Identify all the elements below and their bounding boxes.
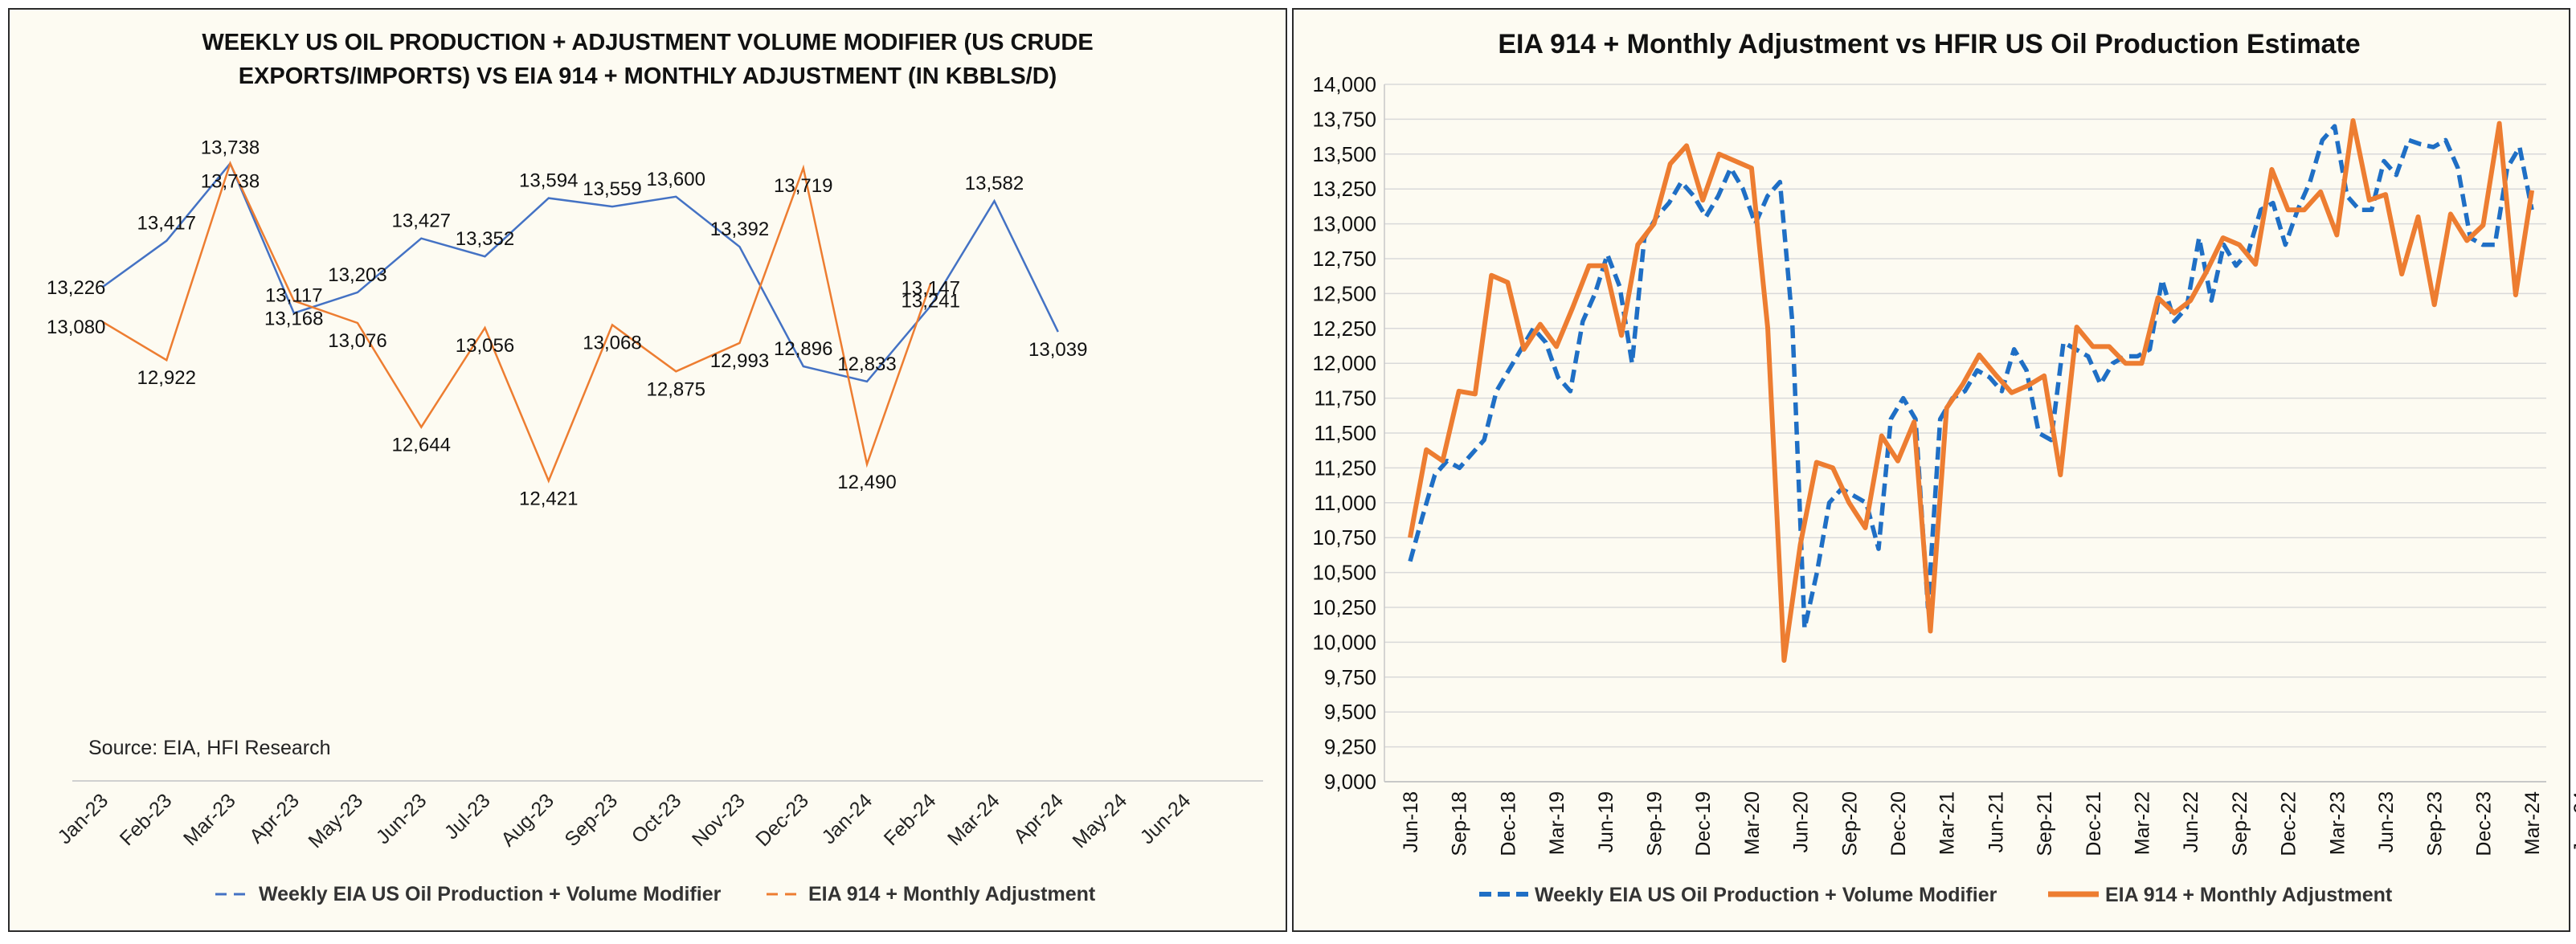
chart-1-data-label: 12,922 [137, 367, 196, 389]
chart-2-x-tick-label: Jun-23 [2375, 791, 2398, 852]
chart-2-x-tick-label: Dec-18 [1497, 791, 1519, 856]
chart-1-data-label: 13,080 [47, 317, 105, 338]
chart-2-x-tick-label: Jun-20 [1790, 791, 1813, 852]
chart-2-x-tick-label: Sep-21 [2034, 791, 2056, 856]
chart-2-y-tick-label: 10,250 [1312, 595, 1376, 619]
chart-2-y-tick-label: 11,750 [1314, 386, 1376, 411]
chart-1-data-label: 13,719 [774, 175, 832, 197]
chart-1-data-label: 13,068 [583, 332, 641, 353]
chart-2-y-tick-label: 9,250 [1324, 735, 1376, 759]
chart-1-title: EXPORTS/IMPORTS) VS EIA 914 + MONTHLY AD… [239, 63, 1057, 89]
chart-1-data-label: 13,738 [201, 170, 260, 192]
chart-1-source-note: Source: EIA, HFI Research [88, 737, 331, 759]
chart-2-y-tick-label: 14,000 [1312, 72, 1376, 96]
chart-1-data-label: 13,392 [710, 219, 769, 240]
chart-1-legend-label-2: EIA 914 + Monthly Adjustment [808, 883, 1096, 905]
chart-2-y-tick-label: 12,500 [1312, 281, 1376, 305]
chart-2-y-tick-label: 13,750 [1312, 107, 1376, 131]
chart-1-series-line-1 [102, 161, 1059, 383]
chart-2-x-tick-label: Jun-19 [1595, 791, 1617, 852]
chart-1-data-label: 13,203 [328, 264, 386, 286]
chart-1-data-label: 13,056 [456, 335, 514, 357]
chart-2-x-tick-label: Mar-22 [2132, 791, 2154, 855]
chart-2-y-tick-label: 9,000 [1324, 770, 1376, 794]
chart-2-x-tick-label: Sep-18 [1449, 791, 1471, 856]
chart-2-series-line-2 [1408, 118, 2535, 663]
chart-2-x-tick-label: Sep-20 [1838, 791, 1861, 856]
chart-2-x-tick-label: Dec-19 [1692, 791, 1715, 856]
chart-2-y-tick-label: 12,750 [1312, 247, 1376, 271]
chart-2-x-tick-label: Jun-24 [2570, 791, 2576, 853]
chart-1-data-label: 13,417 [137, 213, 196, 235]
chart-2-frame [1292, 8, 2570, 932]
chart-1-data-label: 12,896 [774, 338, 832, 360]
chart-1-data-label: 12,833 [837, 353, 896, 375]
chart-2-x-tick-label: Dec-21 [2083, 791, 2105, 856]
chart-2-y-tick-label: 12,000 [1312, 351, 1376, 375]
chart-2-y-tick-label: 13,000 [1312, 212, 1376, 236]
chart-1-legend: Weekly EIA US Oil Production + Volume Mo… [215, 883, 1096, 905]
chart-1-legend-label-1: Weekly EIA US Oil Production + Volume Mo… [259, 883, 722, 905]
chart-2-legend-label-1: Weekly EIA US Oil Production + Volume Mo… [1535, 884, 1997, 906]
chart-2-x-tick-label: Sep-23 [2424, 791, 2447, 856]
chart-2-y-tick-label: 12,250 [1312, 317, 1376, 341]
chart-1-data-label: 12,490 [837, 472, 896, 493]
chart-1-data-label: 13,241 [902, 291, 960, 313]
chart-2-x-tick-label: Dec-20 [1887, 791, 1910, 856]
chart-2-y-tick-label: 10,500 [1312, 561, 1376, 585]
chart-1-data-label: 13,226 [47, 277, 105, 299]
chart-1-data-label: 13,076 [328, 330, 386, 352]
chart-1-data-label: 13,559 [583, 178, 641, 200]
chart-1-data-label: 13,147 [902, 278, 960, 300]
chart-1-data-label: 13,427 [392, 210, 451, 232]
chart-2-y-tick-label: 11,500 [1314, 421, 1376, 445]
chart-1-frame [8, 8, 1287, 932]
chart-2-x-tick-label: Sep-22 [2229, 791, 2251, 856]
chart-2-y-tick-label: 11,250 [1314, 456, 1376, 480]
chart-2-y-tick-label: 11,000 [1314, 491, 1376, 515]
chart-1-data-label: 13,039 [1028, 339, 1087, 361]
chart-2-legend-label-2: EIA 914 + Monthly Adjustment [2105, 884, 2393, 906]
chart-2-x-tick-label: Mar-21 [1936, 791, 1959, 855]
chart-2-x-tick-label: Dec-22 [2278, 791, 2300, 856]
chart-1-data-label: 13,582 [965, 173, 1024, 194]
chart-2-x-tick-label: Sep-19 [1644, 791, 1666, 856]
chart-2-y-tick-label: 9,750 [1324, 665, 1376, 689]
chart-1-data-label: 12,993 [710, 350, 769, 372]
chart-1-data-label: 13,594 [519, 170, 578, 192]
chart-2-legend: Weekly EIA US Oil Production + Volume Mo… [1479, 884, 2393, 906]
chart-1: WEEKLY US OIL PRODUCTION + ADJUSTMENT VO… [8, 8, 1287, 932]
chart-1-data-label: 12,875 [647, 378, 705, 400]
chart-2-x-tick-label: Mar-24 [2521, 791, 2544, 855]
chart-2-x-tick-label: Dec-23 [2472, 791, 2495, 856]
chart-1-data-label: 13,168 [264, 308, 323, 329]
chart-1-title: WEEKLY US OIL PRODUCTION + ADJUSTMENT VO… [202, 30, 1093, 55]
chart-2-x-tick-label: Mar-19 [1546, 791, 1568, 855]
chart-2-x-tick-label: Mar-20 [1741, 791, 1764, 855]
chart-1-data-label: 12,421 [519, 488, 578, 510]
chart-2-x-tick-label: Jun-21 [1985, 791, 2007, 852]
chart-2-x-tick-label: Mar-23 [2326, 791, 2349, 855]
chart-1-data-label: 13,600 [647, 169, 705, 190]
chart-2-x-tick-label: Jun-18 [1400, 791, 1422, 852]
chart-2: EIA 914 + Monthly Adjustment vs HFIR US … [1292, 8, 2576, 932]
chart-2-title: EIA 914 + Monthly Adjustment vs HFIR US … [1498, 29, 2360, 59]
chart-1-data-label: 12,644 [392, 435, 451, 456]
chart-1-data-label: 13,738 [201, 137, 260, 158]
chart-2-y-tick-label: 13,250 [1312, 177, 1376, 201]
chart-2-y-tick-label: 13,500 [1312, 142, 1376, 166]
chart-1-data-label: 13,117 [265, 285, 323, 307]
chart-2-x-tick-label: Jun-22 [2180, 791, 2202, 852]
chart-1-series-line-2 [102, 160, 932, 484]
chart-1-data-label: 13,352 [456, 228, 514, 250]
chart-2-y-tick-label: 9,500 [1324, 700, 1376, 724]
chart-2-y-tick-label: 10,000 [1312, 630, 1376, 654]
chart-2-y-tick-label: 10,750 [1312, 525, 1376, 550]
